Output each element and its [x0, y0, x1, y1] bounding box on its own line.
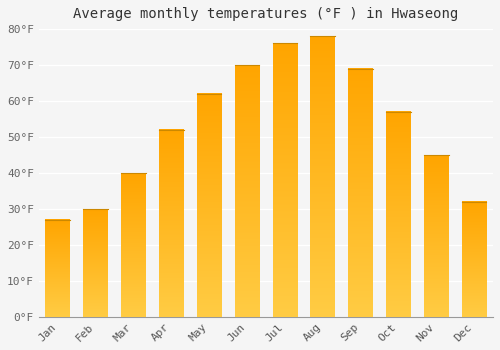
- Title: Average monthly temperatures (°F ) in Hwaseong: Average monthly temperatures (°F ) in Hw…: [74, 7, 458, 21]
